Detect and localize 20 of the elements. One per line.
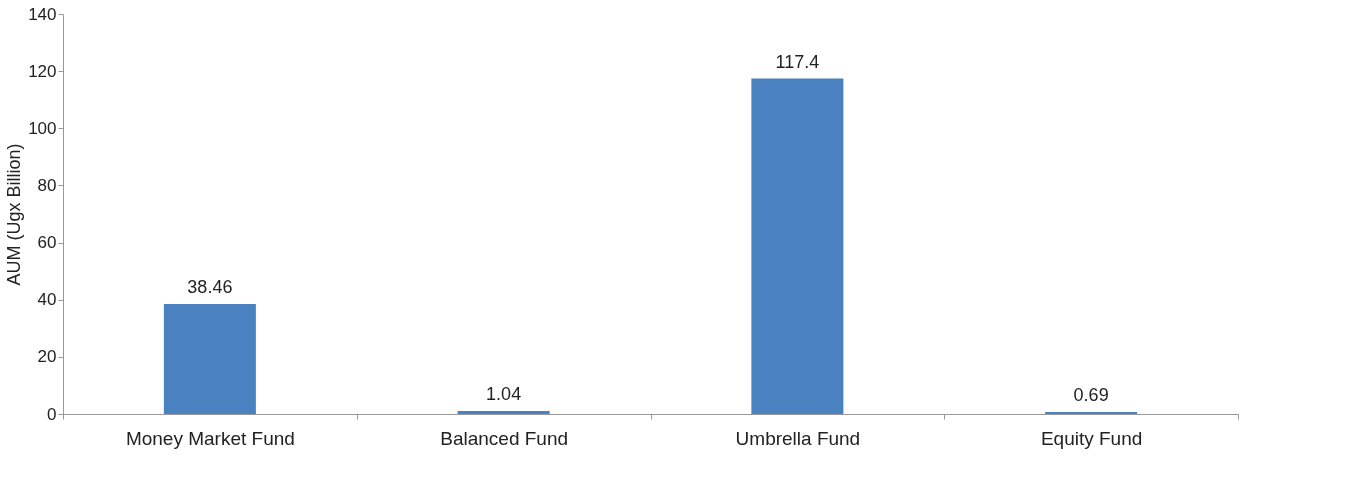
bar [751,78,844,414]
data-label: 38.46 [187,277,233,298]
y-tick-label: 100 [28,118,57,138]
x-tick-label: Umbrella Fund [735,427,861,449]
y-axis-title: AUM (Ugx Billion) [4,143,25,286]
y-tick-label: 60 [37,233,57,253]
bar [163,304,256,414]
bar [457,411,550,414]
y-tick-label: 120 [28,61,57,81]
data-label: 117.4 [775,51,820,72]
y-tick-label: 0 [47,404,57,424]
data-label: 0.69 [1073,385,1109,406]
x-tick-label: Equity Fund [1040,427,1143,449]
x-tick-label: Balanced Fund [440,427,569,449]
x-tick-label: Money Market Fund [125,427,295,449]
y-tick-label: 20 [37,347,57,367]
y-tick-label: 140 [28,4,57,24]
y-tick-label: 80 [37,175,57,195]
data-label: 1.04 [486,384,522,405]
y-tick-label: 40 [37,290,57,310]
